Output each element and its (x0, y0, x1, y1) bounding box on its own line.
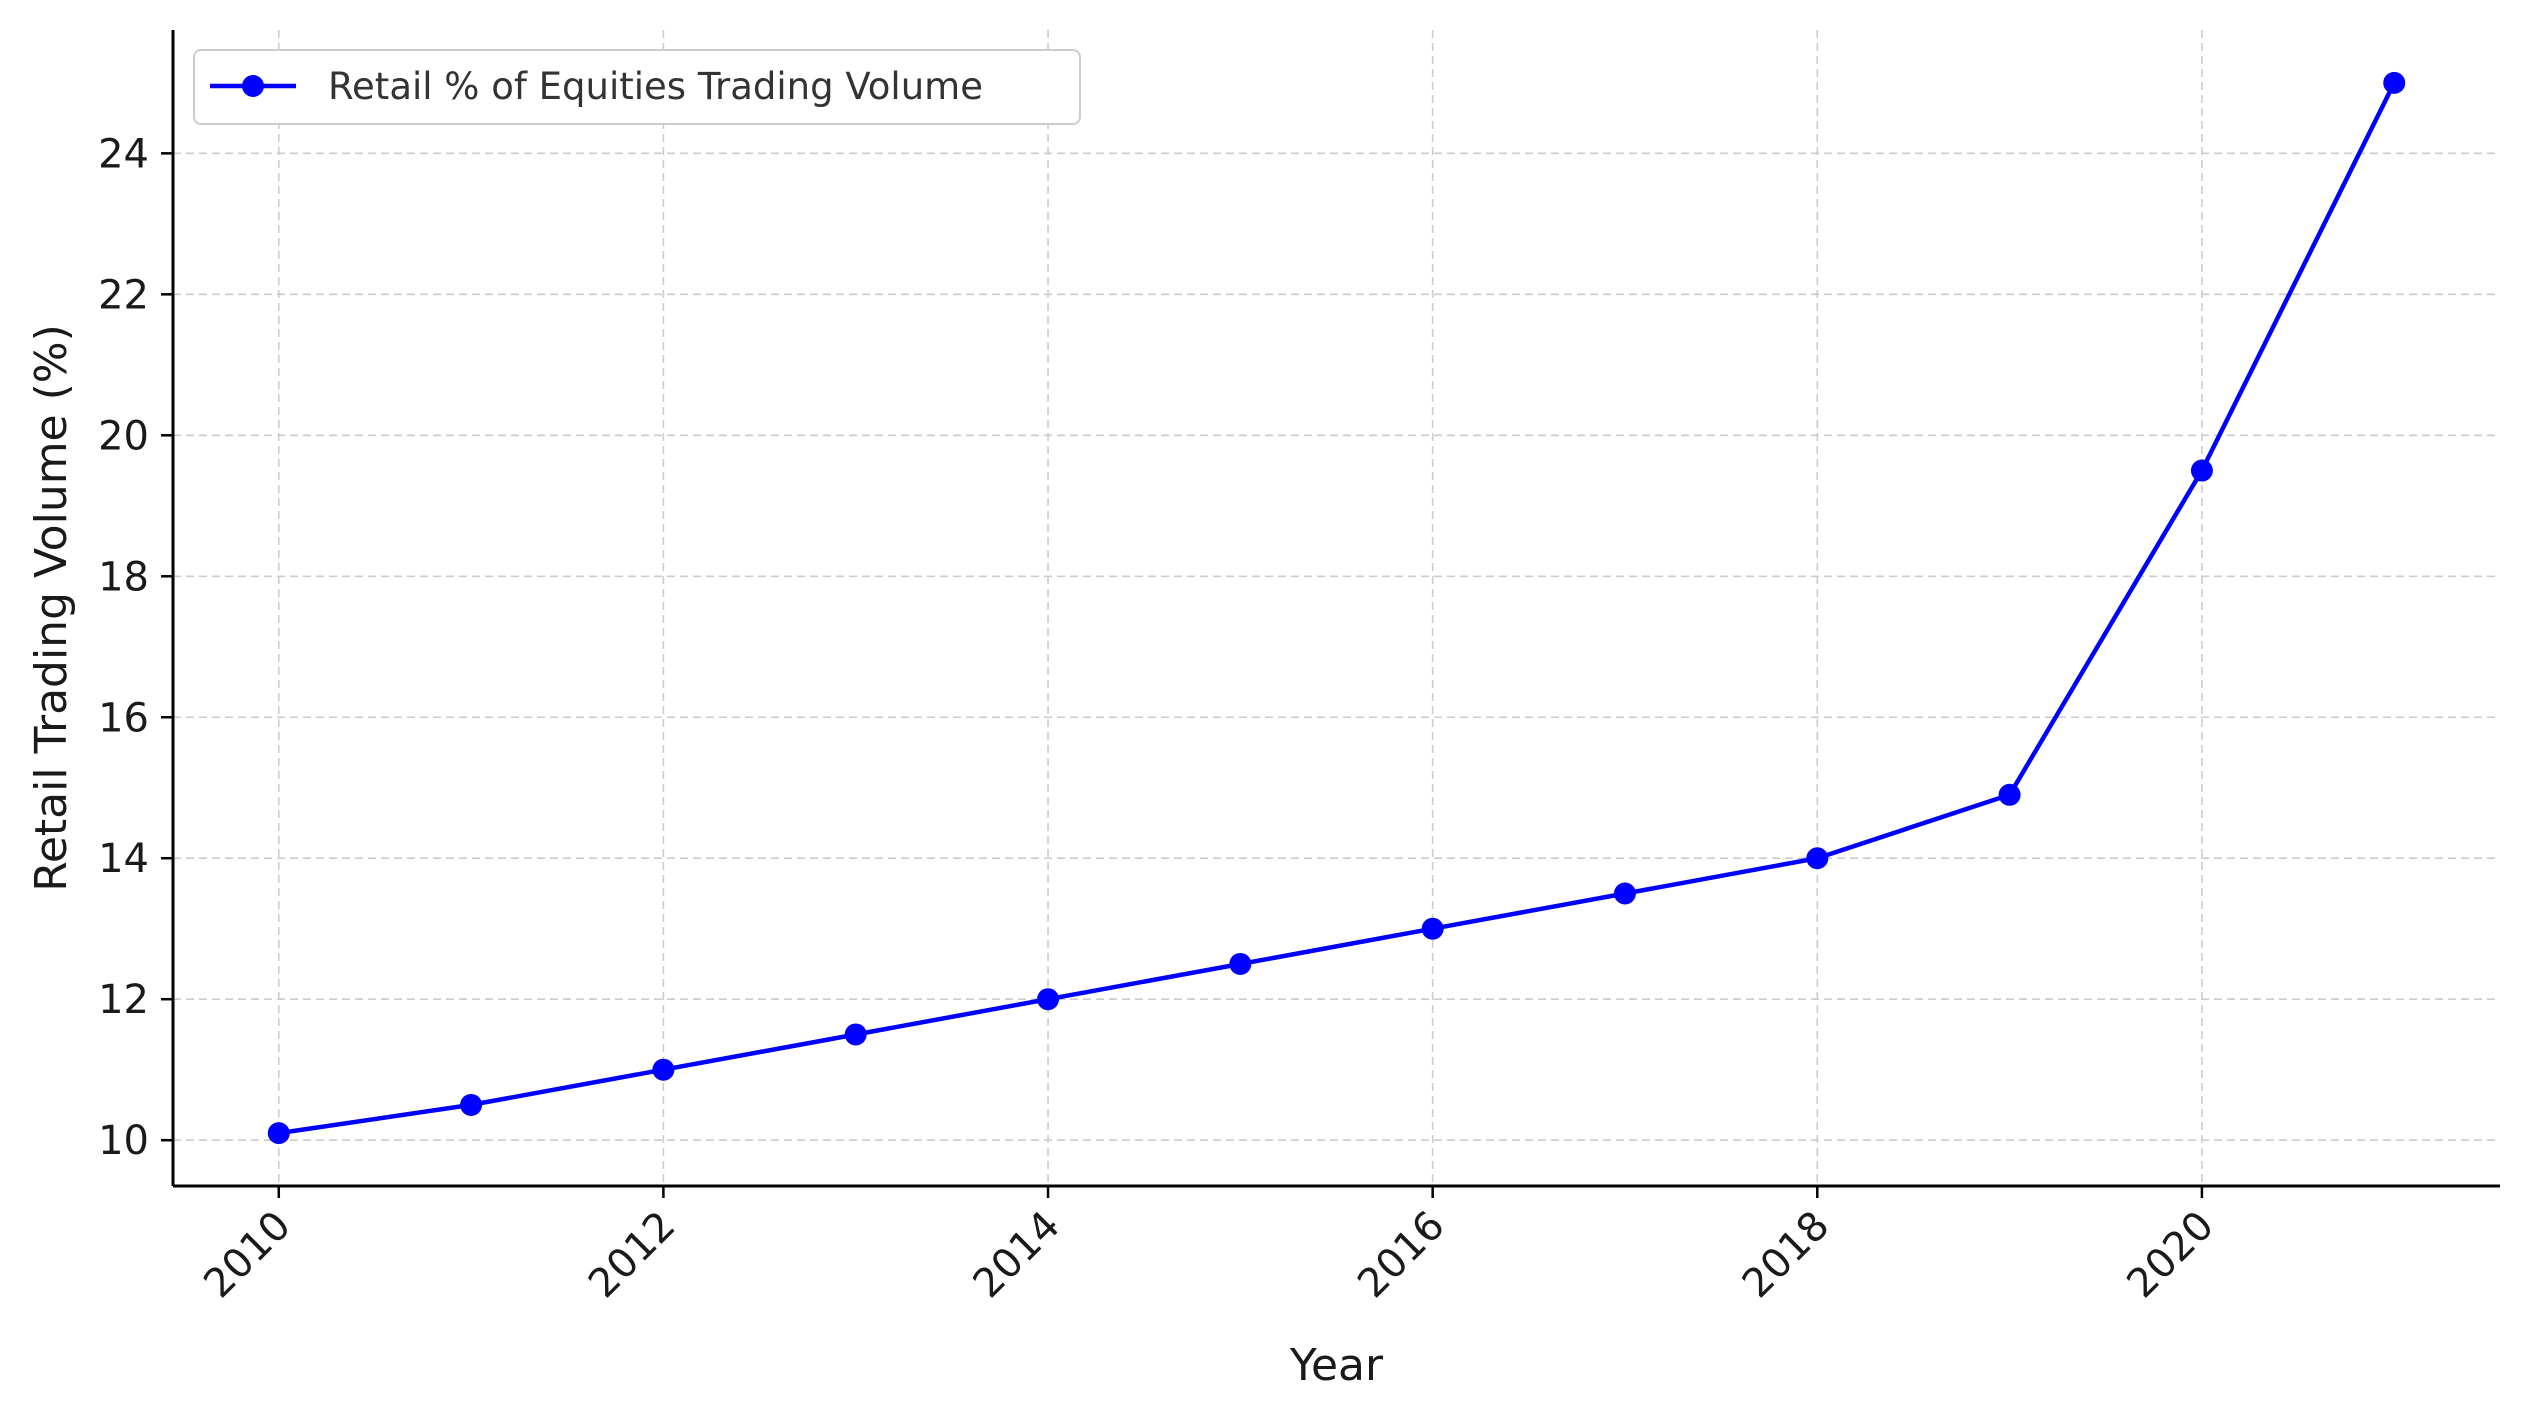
y-tick-label: 16 (98, 695, 149, 741)
data-point (1806, 847, 1829, 870)
y-tick-label: 10 (98, 1118, 149, 1164)
y-tick-label: 24 (98, 131, 149, 177)
series-group (267, 71, 2406, 1145)
y-axis-ticks: 10 12 14 16 18 20 22 24 (98, 131, 173, 1164)
data-point (267, 1122, 290, 1145)
x-tick-label: 2016 (1349, 1203, 1454, 1308)
legend-box (193, 49, 1081, 125)
data-point (1421, 917, 1444, 940)
y-tick-label: 14 (98, 836, 149, 882)
legend-marker-swatch (242, 75, 264, 97)
y-tick-label: 20 (98, 413, 149, 459)
grid-lines (173, 30, 2500, 1186)
y-axis-title: Retail Trading Volume (%) (26, 324, 77, 892)
data-point (2190, 459, 2213, 482)
x-tick-label: 2018 (1734, 1203, 1839, 1308)
series-line (276, 80, 2397, 1136)
x-tick-label: 2012 (580, 1203, 685, 1308)
legend: Retail % of Equities Trading Volume (193, 49, 1081, 125)
x-axis-title: Year (1289, 1340, 1384, 1391)
y-tick-label: 12 (98, 977, 149, 1023)
data-point (844, 1023, 867, 1046)
data-point (1037, 988, 1060, 1011)
axes (171, 30, 2500, 1188)
x-axis-ticks: 2010 2012 2014 2016 2018 2020 (195, 1186, 2223, 1307)
data-point (1613, 882, 1636, 905)
legend-label: Retail % of Equities Trading Volume (328, 65, 983, 108)
data-point (652, 1058, 675, 1081)
y-tick-label: 22 (98, 272, 149, 318)
x-tick-label: 2014 (965, 1203, 1070, 1308)
x-tick-label: 2010 (195, 1203, 300, 1308)
y-tick-label: 18 (98, 554, 149, 600)
data-point (2383, 71, 2406, 94)
series-layer (267, 71, 2406, 1145)
data-point (1229, 952, 1252, 975)
x-tick-label: 2020 (2118, 1203, 2223, 1308)
data-point (1998, 783, 2021, 806)
data-point (460, 1093, 483, 1116)
